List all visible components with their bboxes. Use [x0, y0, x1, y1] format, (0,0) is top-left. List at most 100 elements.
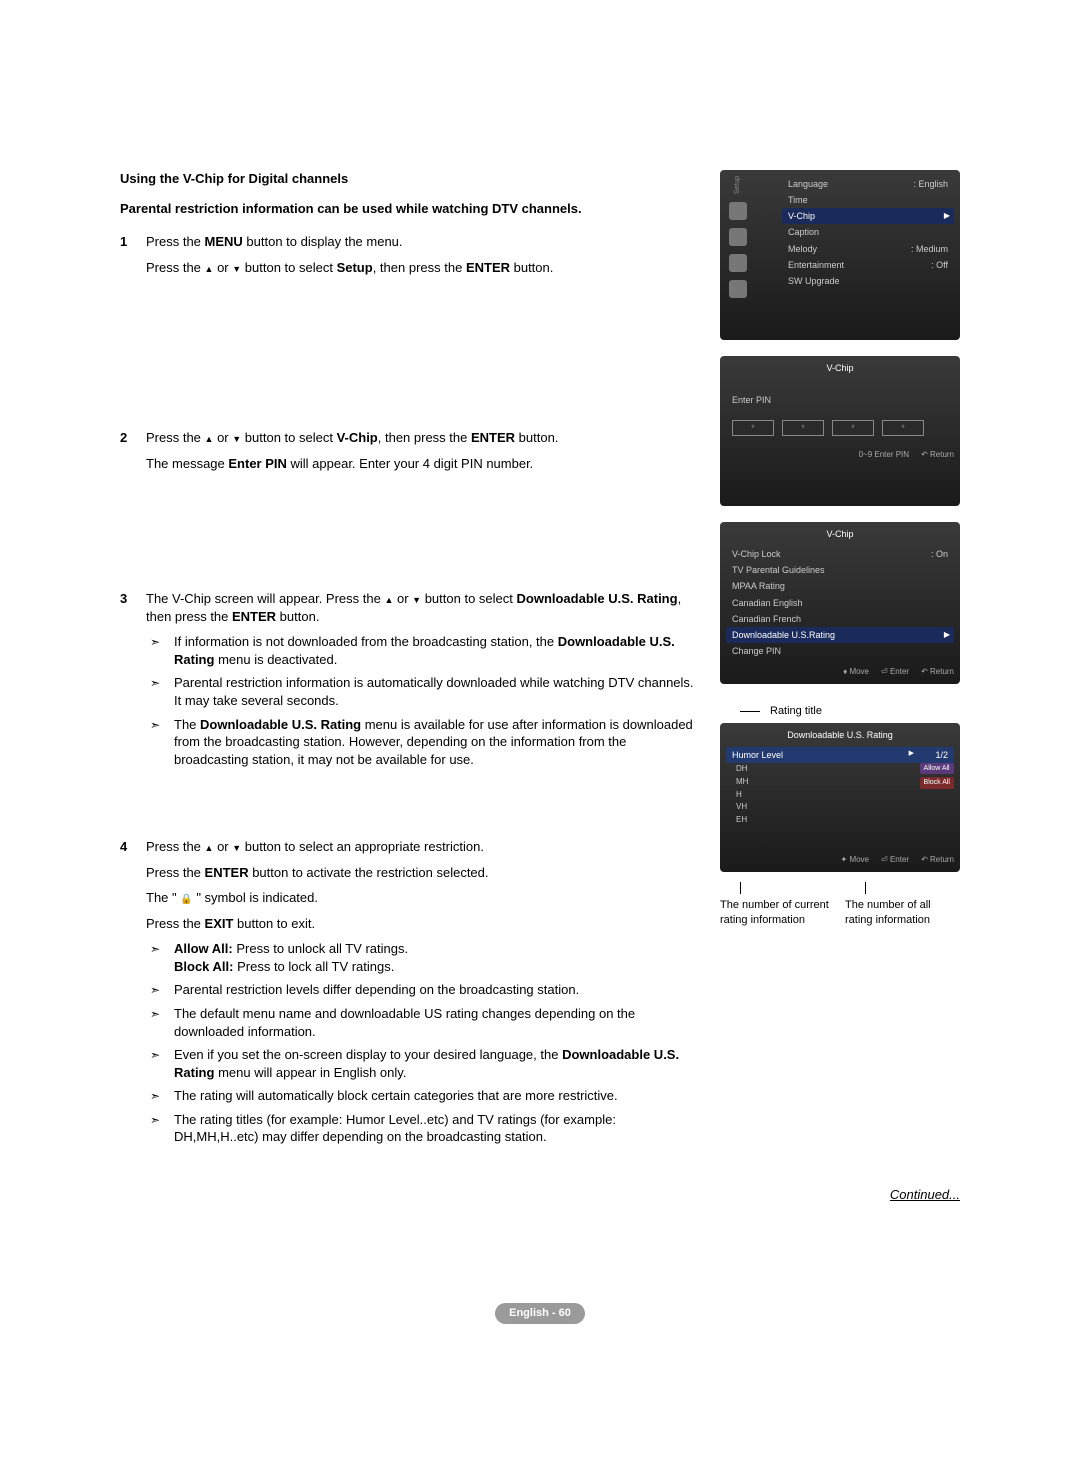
- menu-icon: [729, 202, 747, 220]
- caption-current: The number of current rating information: [720, 888, 835, 928]
- text: menu is deactivated.: [214, 652, 337, 667]
- arrow-icon: [150, 674, 166, 709]
- osd-item: Downloadable U.S.Rating: [726, 627, 954, 643]
- text: button to select: [421, 591, 516, 606]
- step-num: 3: [120, 590, 134, 768]
- menu-icon: [729, 280, 747, 298]
- step-num: 4: [120, 838, 134, 1146]
- step-1-line-1: Press the MENU button to display the men…: [146, 233, 700, 251]
- text-bold: V-Chip: [337, 430, 378, 445]
- text-bold: Downloadable U.S. Rating: [517, 591, 678, 606]
- step-3-line-1: The V-Chip screen will appear. Press the…: [146, 590, 700, 625]
- bullet: The default menu name and downloadable U…: [150, 1005, 700, 1040]
- text: will appear. Enter your 4 digit PIN numb…: [287, 456, 533, 471]
- step-2-line-2: The message Enter PIN will appear. Enter…: [146, 455, 700, 473]
- text: , then press the: [373, 260, 466, 275]
- text-bold: ENTER: [232, 609, 276, 624]
- footer-enter: ⏎ Enter: [881, 855, 909, 866]
- footer-enter-pin: 0~9 Enter PIN: [859, 450, 909, 461]
- pin-box: *: [832, 420, 874, 436]
- text: The rating will automatically block cert…: [174, 1087, 618, 1105]
- triangle-down-icon: [412, 591, 421, 606]
- text: Even if you set the on-screen display to…: [174, 1047, 562, 1062]
- enter-pin-label: Enter PIN: [732, 394, 948, 406]
- text: or: [213, 839, 232, 854]
- text: button to exit.: [233, 916, 315, 931]
- step-4-line-4: Press the EXIT button to exit.: [146, 915, 700, 933]
- arrow-icon: [150, 1087, 166, 1105]
- text-bold: ENTER: [471, 430, 515, 445]
- text: The ": [146, 890, 180, 905]
- text: Press the: [146, 865, 205, 880]
- osd-item: Change PIN: [726, 643, 954, 659]
- arrow-icon: [150, 716, 166, 769]
- bullet: If information is not downloaded from th…: [150, 633, 700, 668]
- text: button.: [515, 430, 558, 445]
- text-bold: Enter PIN: [228, 456, 287, 471]
- footer-move: ♦ Move: [843, 667, 869, 678]
- bullet: Allow All: Press to unlock all TV rating…: [150, 940, 700, 975]
- text: " symbol is indicated.: [193, 890, 318, 905]
- text-bold: Block All:: [174, 959, 233, 974]
- osd-rating: Downloadable U.S. Rating Humor Level 1/2…: [720, 723, 960, 872]
- triangle-down-icon: [232, 839, 241, 854]
- text: button to select: [241, 430, 336, 445]
- step-num: 2: [120, 429, 134, 480]
- step-1: 1 Press the MENU button to display the m…: [120, 233, 700, 284]
- arrow-icon: [150, 633, 166, 668]
- osd-item: SW Upgrade: [782, 273, 954, 289]
- text: Press the: [146, 839, 205, 854]
- footer-return: ↶ Return: [921, 855, 954, 866]
- osd-rating-wrap: Rating title Downloadable U.S. Rating Hu…: [720, 704, 960, 928]
- text: menu will appear in English only.: [214, 1065, 406, 1080]
- step-2: 2 Press the or button to select V-Chip, …: [120, 429, 700, 480]
- text: Press the: [146, 916, 205, 931]
- rating-item: VH: [726, 801, 954, 814]
- text: Press the: [146, 430, 205, 445]
- rating-item: EH: [726, 814, 954, 827]
- allow-all-button: Allow All: [920, 763, 954, 774]
- text: Press to lock all TV ratings.: [233, 959, 394, 974]
- text: button to select: [241, 260, 336, 275]
- osd-item: Canadian English: [726, 595, 954, 611]
- step-4-line-1: Press the or button to select an appropr…: [146, 838, 700, 856]
- text: or: [393, 591, 412, 606]
- text: The: [174, 717, 200, 732]
- osd-item: MPAA Rating: [726, 578, 954, 594]
- setup-label: Setup: [733, 176, 742, 194]
- osd-item: V-Chip Lock: On: [726, 546, 954, 562]
- continued: Continued...: [120, 1186, 960, 1204]
- text-bold: MENU: [205, 234, 243, 249]
- osd-item: Language: English: [782, 176, 954, 192]
- text-bold: ENTER: [205, 865, 249, 880]
- step-4-line-2: Press the ENTER button to activate the r…: [146, 864, 700, 882]
- text-bold: Downloadable U.S. Rating: [200, 717, 361, 732]
- text: Parental restriction information is auto…: [174, 674, 700, 709]
- arrow-icon: [150, 1005, 166, 1040]
- step-num: 1: [120, 233, 134, 284]
- footer-return: ↶ Return: [921, 667, 954, 678]
- text: The message: [146, 456, 228, 471]
- step-4: 4 Press the or button to select an appro…: [120, 838, 700, 1146]
- bullet: The rating will automatically block cert…: [150, 1087, 700, 1105]
- text: Parental restriction levels differ depen…: [174, 981, 579, 999]
- section-title: Using the V-Chip for Digital channels: [120, 170, 700, 188]
- osd-item: V-Chip: [782, 208, 954, 224]
- osd-item: Entertainment: Off: [782, 257, 954, 273]
- arrow-icon: [150, 940, 166, 975]
- rating-title-label: Rating title: [770, 704, 822, 719]
- osd-item: Melody: Medium: [782, 241, 954, 257]
- text: The V-Chip screen will appear. Press the: [146, 591, 384, 606]
- bullet: The Downloadable U.S. Rating menu is ava…: [150, 716, 700, 769]
- text: button.: [276, 609, 319, 624]
- footer-enter: ⏎ Enter: [881, 667, 909, 678]
- triangle-down-icon: [232, 260, 241, 275]
- bullet: The rating titles (for example: Humor Le…: [150, 1111, 700, 1146]
- arrow-icon: [150, 981, 166, 999]
- text-bold: EXIT: [205, 916, 234, 931]
- arrow-icon: [150, 1046, 166, 1081]
- menu-icon: [729, 228, 747, 246]
- rating-header: Humor Level 1/2: [726, 747, 954, 763]
- caption-below: The number of current rating information…: [720, 888, 960, 928]
- menu-icon: [729, 254, 747, 272]
